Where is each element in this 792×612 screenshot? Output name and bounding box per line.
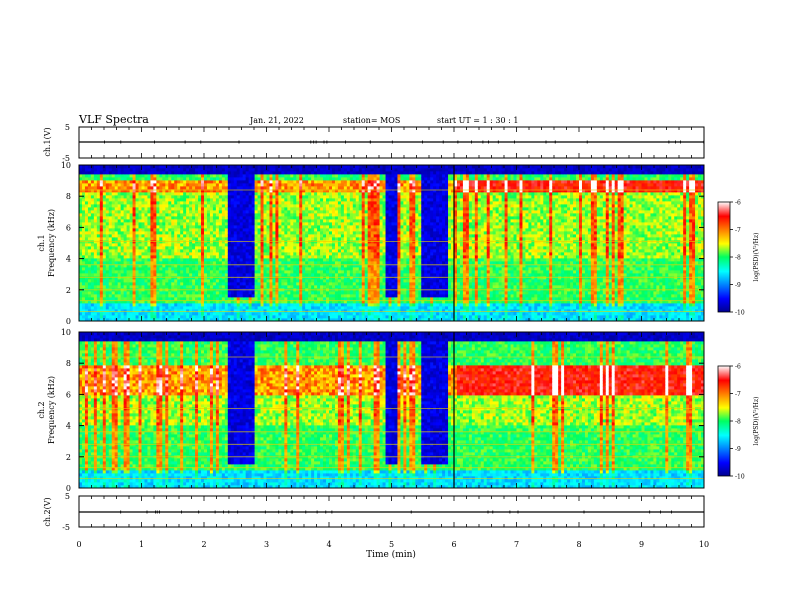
spec2-yticks-tick-label: 4: [66, 422, 71, 431]
colorbar-tick-label: -9: [735, 282, 741, 289]
ch1-colorbar-label: log(PSD)(V²/Hz): [753, 233, 760, 282]
ch1-spectrogram-yaxis: 0 2 4 6 8 10: [61, 161, 704, 326]
time-tick-label: 0: [76, 540, 81, 549]
time-tick-label: 3: [264, 540, 269, 549]
ch2-voltage-ytick-top: 5: [65, 492, 70, 501]
time-tick-label: 5: [389, 540, 394, 549]
ch2-voltage-ylabel: ch.2(V): [43, 497, 52, 526]
time-tick-label: 2: [201, 540, 206, 549]
spec2-yticks-tick-label: 2: [66, 453, 71, 462]
spec2-yticks-tick-label: 10: [61, 328, 71, 337]
time-tick-label: 9: [639, 540, 644, 549]
ch1-spectrogram-image: [79, 165, 705, 322]
spec2-yticks-tick-label: 0: [66, 484, 71, 493]
ch1-voltage-ytick-bottom: -5: [62, 154, 70, 163]
colorbar-tick-label: -8: [735, 419, 741, 426]
ch1-voltage-spikes: [104, 140, 705, 144]
figure-title: VLF Spectra: [78, 113, 149, 126]
colorbar-tick-label: -6: [735, 200, 741, 207]
spec1-yticks-tick-label: 8: [66, 192, 71, 201]
ch2-spectrogram-ylabel-channel: ch.2: [37, 401, 46, 418]
ch2-spectrogram-yaxis: 0 2 4 6 8 10: [61, 328, 704, 493]
time-axis-labels: 0 1 2 3 4 5 6 7 8 9 10: [76, 540, 709, 549]
spec1-yticks-tick-label: 2: [66, 286, 71, 295]
ch2-colorbar-label: log(PSD)(V²/Hz): [753, 397, 760, 446]
time-tick-label: 10: [699, 540, 709, 549]
spec2-yticks-tick-label: 8: [66, 359, 71, 368]
spec1-yticks-tick-label: 6: [66, 223, 71, 232]
ch1-voltage-panel: 5 -5 ch.1(V): [43, 123, 705, 163]
ch2-voltage-panel: 5 -5 ch.2(V): [43, 492, 705, 532]
ch2-voltage-ytick-bottom: -5: [62, 523, 70, 532]
ch1-colorbar: -6 -7 -8 -9 -10 log(PSD)(V²/Hz): [717, 200, 760, 317]
ch2-spectrogram-image: [79, 332, 705, 489]
time-tick-label: 6: [451, 540, 456, 549]
ch2-spectrogram-panel: 0 2 4 6 8 10 ch.2 Frequency (kHz): [37, 328, 705, 493]
ch2-spectrogram-ylabel-frequency: Frequency (kHz): [47, 376, 56, 444]
colorbar-tick-label: -10: [735, 310, 745, 317]
ch2-colorbar: -6 -7 -8 -9 -10 log(PSD)(V²/Hz): [717, 364, 760, 481]
time-tick-label: 8: [576, 540, 581, 549]
ch1-voltage-ytick-top: 5: [65, 123, 70, 132]
ch1-colorbar-scale: [717, 201, 731, 313]
colorbar-tick-label: -7: [735, 391, 741, 398]
ch1-spectrogram-panel: 0 2 4 6 8 10 ch.1 Frequency (kHz): [37, 161, 705, 326]
colorbar-tick-label: -9: [735, 446, 741, 453]
start-time-label: start UT = 1 : 30 : 1: [437, 116, 518, 125]
ch2-colorbar-scale: [717, 365, 731, 477]
time-tick-label: 7: [514, 540, 519, 549]
time-axis-ticks: [78, 127, 705, 527]
colorbar-tick-label: -6: [735, 364, 741, 371]
ch1-spectrogram-ylabel-frequency: Frequency (kHz): [47, 209, 56, 277]
ch1-colorbar-ticks: -6 -7 -8 -9 -10: [730, 200, 745, 317]
ch1-spectrogram-ylabel-channel: ch.1: [37, 234, 46, 251]
colorbar-tick-label: -8: [735, 255, 741, 262]
time-tick-label: 1: [139, 540, 144, 549]
colorbar-tick-label: -7: [735, 227, 741, 234]
spec1-yticks-tick-label: 10: [61, 161, 71, 170]
spec1-yticks-tick-label: 0: [66, 317, 71, 326]
spec1-yticks-tick-label: 4: [66, 255, 71, 264]
time-axis-title: Time (min): [366, 549, 416, 560]
ch2-colorbar-ticks: -6 -7 -8 -9 -10: [730, 364, 745, 481]
ch2-voltage-spikes: [120, 510, 672, 514]
time-tick-label: 4: [326, 540, 331, 549]
ch1-voltage-ylabel: ch.1(V): [43, 127, 52, 156]
spec2-yticks-tick-label: 6: [66, 390, 71, 399]
date-label: Jan. 21, 2022: [249, 116, 304, 125]
colorbar-tick-label: -10: [735, 474, 745, 481]
station-label: station= MOS: [343, 116, 400, 125]
